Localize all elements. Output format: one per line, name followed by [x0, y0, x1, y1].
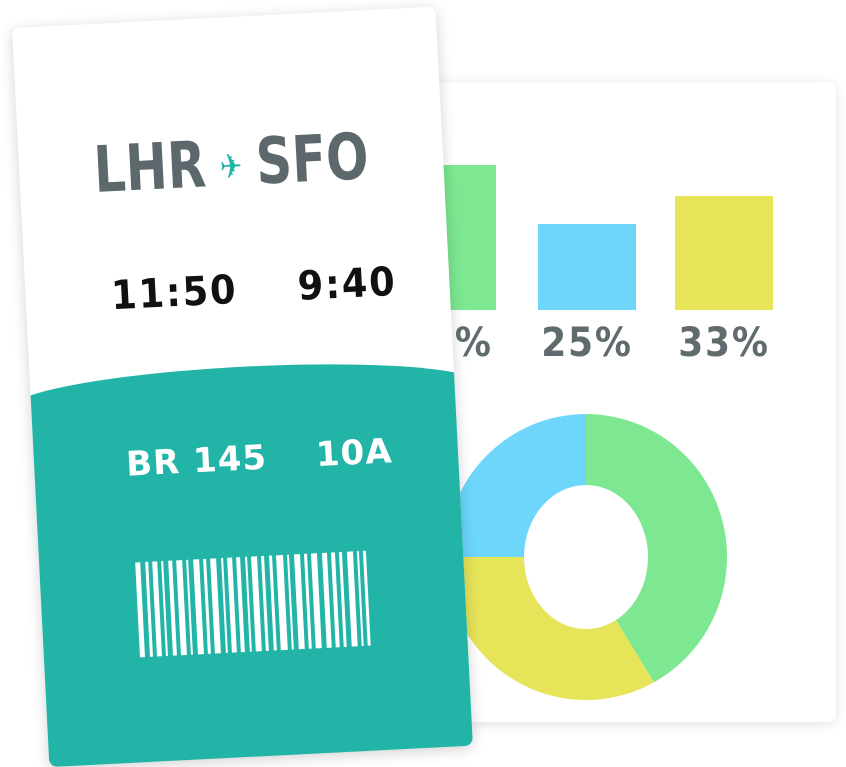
arrival-time: 9:40: [296, 258, 398, 310]
route: LHR ✈ SFO: [64, 119, 398, 210]
barcode-bar: [203, 558, 211, 654]
donut-chart: [445, 414, 727, 700]
seat-number: 10A: [314, 431, 394, 476]
barcode: [135, 547, 439, 658]
barcode-bar: [152, 561, 162, 657]
barcode-bar: [210, 558, 221, 654]
barcode-bar: [261, 555, 269, 651]
barcode-bar: [236, 557, 245, 653]
barcode-bar: [168, 560, 177, 656]
flight-number: BR 145: [125, 437, 268, 485]
barcode-bar: [276, 554, 288, 651]
barcode-bar: [330, 552, 340, 648]
barcode-bar: [346, 551, 358, 647]
origin-code: LHR: [92, 128, 208, 208]
barcode-bar: [186, 559, 193, 655]
barcode-bar: [321, 552, 332, 648]
bar-label-3: 33%: [678, 320, 770, 366]
barcode-bar: [287, 554, 294, 650]
donut-slice-1: [586, 414, 727, 683]
boarding-pass: LHR ✈ SFO 11:50 9:40 BR 145 10A: [12, 6, 473, 767]
departure-time: 11:50: [110, 266, 239, 320]
barcode-bar: [161, 561, 168, 657]
barcode-bar: [145, 561, 153, 657]
bar-label-2: 25%: [541, 320, 633, 366]
destination-code: SFO: [254, 120, 371, 200]
barcode-bar: [251, 556, 262, 652]
barcode-bar: [310, 553, 322, 649]
bar-3: [675, 196, 773, 310]
barcode-bar: [176, 560, 187, 656]
barcode-bar: [338, 551, 347, 648]
barcode-bar: [227, 557, 237, 653]
barcode-bar: [362, 550, 371, 646]
barcode-bar: [293, 554, 305, 650]
stats-card: 42%25%33%: [420, 82, 836, 722]
plane-icon: ✈: [218, 146, 244, 189]
barcode-bar: [269, 555, 277, 651]
barcode-bar: [193, 559, 204, 655]
barcode-bar: [303, 553, 312, 649]
donut-slice-3: [445, 557, 654, 700]
donut-slice-2: [445, 414, 586, 557]
bar-2: [538, 223, 636, 310]
